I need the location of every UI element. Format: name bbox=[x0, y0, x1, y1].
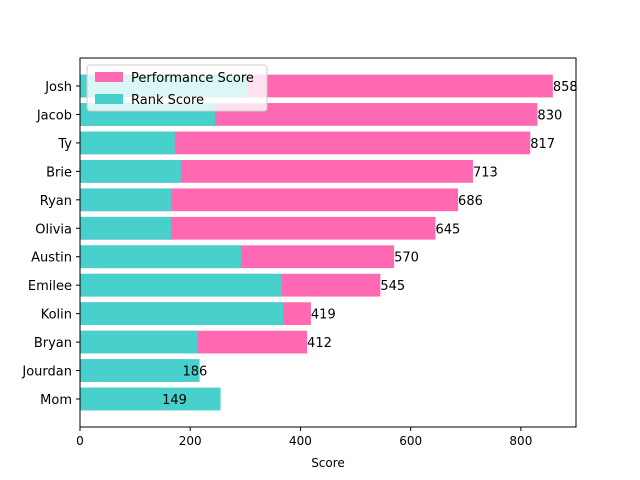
y-axis: Josh Jacob Ty Brie Ryan Olivia Austin Emilee Kol… bbox=[21, 80, 80, 408]
value-label-emilee: 545 bbox=[380, 279, 405, 294]
rank-bar-bryan bbox=[80, 330, 198, 354]
rank-bar-jourdan bbox=[80, 359, 200, 382]
value-label-ty: 817 bbox=[530, 137, 555, 152]
rank-bar-mom bbox=[80, 387, 221, 411]
value-label-austin: 570 bbox=[394, 251, 419, 266]
x-axis: 0 200 400 600 800 bbox=[76, 427, 532, 448]
performance-bar-ryan bbox=[80, 188, 459, 212]
value-label-kolin: 419 bbox=[311, 308, 336, 323]
y-tick-label-mom: Mom bbox=[40, 393, 72, 408]
value-label-brie: 713 bbox=[473, 165, 498, 180]
y-tick-label-emilee: Emilee bbox=[28, 279, 72, 294]
value-label-bryan: 412 bbox=[307, 336, 332, 351]
rank-bar-ryan bbox=[80, 188, 171, 212]
legend: Performance Score Rank Score bbox=[86, 64, 268, 112]
rank-bar-ty bbox=[80, 131, 175, 155]
y-tick-label-brie: Brie bbox=[46, 165, 72, 180]
value-labels: 858 830 817 713 686 645 570 545 419 412 186 149 bbox=[162, 80, 578, 408]
x-tick-label-800: 800 bbox=[509, 434, 532, 448]
x-tick-label-400: 400 bbox=[289, 434, 312, 448]
value-label-olivia: 645 bbox=[435, 222, 460, 237]
x-tick-label-0: 0 bbox=[76, 434, 84, 448]
legend-label-0: Performance Score bbox=[131, 71, 254, 86]
value-label-mom: 149 bbox=[162, 393, 187, 408]
x-tick-label-200: 200 bbox=[179, 434, 202, 448]
plot-frame bbox=[79, 57, 577, 428]
y-tick-label-ty: Ty bbox=[57, 137, 72, 152]
y-tick-label-ryan: Ryan bbox=[40, 194, 72, 209]
y-tick-label-jourdan: Jourdan bbox=[21, 365, 72, 380]
legend-swatch-0 bbox=[95, 72, 123, 82]
y-tick-label-bryan: Bryan bbox=[34, 336, 72, 351]
y-tick-label-olivia: Olivia bbox=[35, 222, 72, 237]
rank-bar-austin bbox=[80, 245, 241, 269]
value-label-josh: 858 bbox=[553, 80, 578, 95]
value-label-jourdan: 186 bbox=[183, 365, 208, 380]
y-tick-label-jacob: Jacob bbox=[36, 108, 72, 123]
rank-bar-olivia bbox=[80, 216, 171, 240]
rank-bar-emilee bbox=[80, 273, 282, 297]
x-axis-label: Score bbox=[311, 456, 345, 470]
value-label-ryan: 686 bbox=[458, 194, 483, 209]
value-label-jacob: 830 bbox=[537, 108, 562, 123]
legend-box bbox=[86, 64, 268, 112]
performance-bar-ty bbox=[80, 131, 531, 155]
rank-bar-brie bbox=[80, 159, 181, 183]
legend-label-1: Rank Score bbox=[131, 93, 204, 108]
x-tick-label-600: 600 bbox=[399, 434, 422, 448]
rank-bar-kolin bbox=[80, 302, 284, 326]
rank-bars bbox=[80, 74, 284, 411]
y-tick-label-josh: Josh bbox=[44, 80, 72, 95]
y-tick-label-austin: Austin bbox=[31, 251, 72, 266]
y-tick-label-kolin: Kolin bbox=[41, 308, 72, 323]
legend-swatch-1 bbox=[95, 94, 123, 104]
